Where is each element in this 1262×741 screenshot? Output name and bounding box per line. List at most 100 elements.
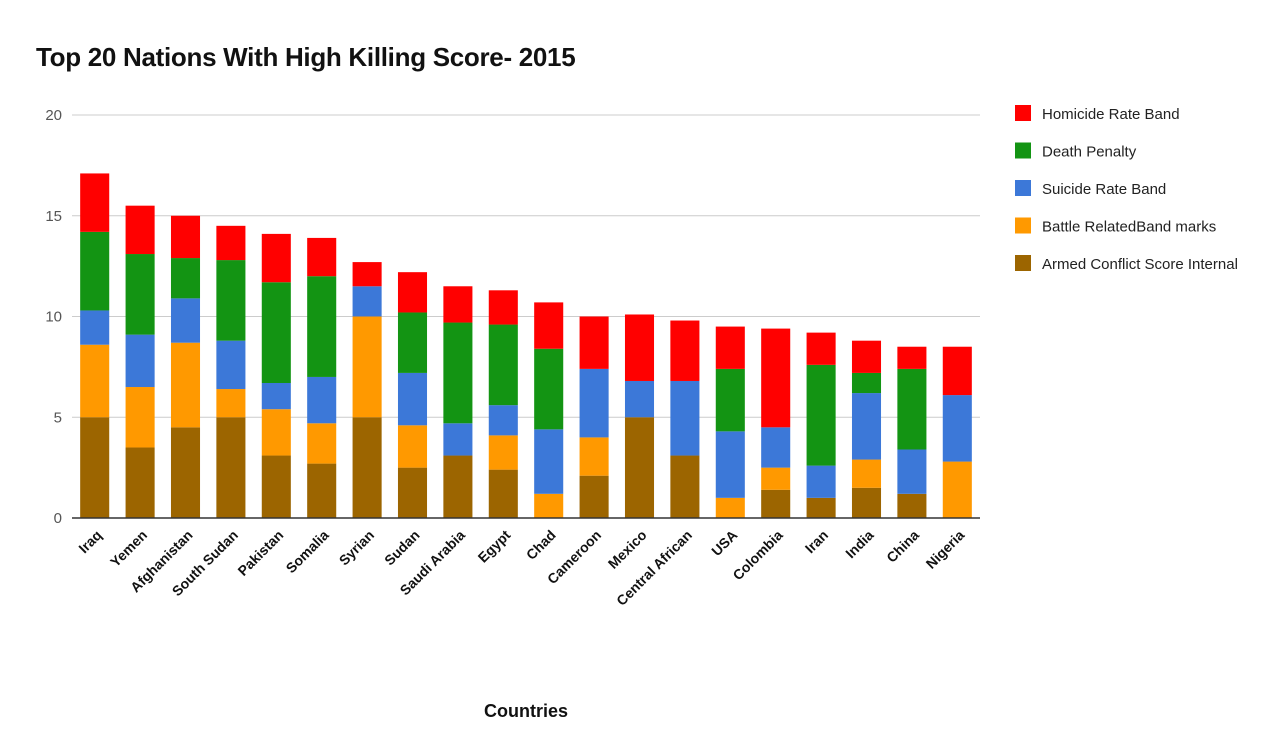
bar-segment: [125, 334, 155, 388]
bar-segment: [307, 423, 337, 464]
bar-segment: [624, 417, 655, 518]
bar-segment: [851, 372, 882, 394]
bar-segment: [170, 342, 201, 428]
bar-segment: [670, 380, 700, 456]
bar-segment: [534, 302, 564, 349]
bar-segment: [261, 282, 291, 383]
legend: Homicide Rate Band Death Penalty Suicide R…: [1015, 105, 1238, 273]
legend-swatch: [1015, 217, 1031, 234]
legend-item: Suicide Rate Band: [1015, 180, 1166, 198]
bar-segment: [715, 431, 745, 498]
bar-segment: [624, 380, 655, 418]
bar-segment: [397, 312, 428, 373]
bar-segment: [307, 276, 337, 377]
bar-segment: [216, 340, 246, 390]
legend-swatch: [1015, 255, 1031, 271]
x-tick-label: Pakistan: [234, 527, 286, 579]
bar-segment: [488, 435, 518, 470]
bar-segment: [534, 348, 564, 430]
legend-swatch: [1015, 105, 1031, 121]
bar-segment: [488, 324, 518, 406]
bar-segment: [443, 455, 473, 518]
chart-title: Top 20 Nations With High Killing Score- …: [36, 42, 576, 72]
bar-segment: [80, 310, 110, 345]
x-tick-label: Syrian: [336, 527, 378, 569]
y-tick-label: 20: [45, 107, 62, 124]
bar-segment: [125, 387, 155, 448]
bar-segment: [443, 286, 473, 323]
legend-label: Suicide Rate Band: [1042, 181, 1166, 198]
bar-segment: [80, 344, 110, 418]
bar-segment: [624, 314, 655, 381]
bar-segment: [488, 290, 518, 325]
bar-segment: [307, 237, 337, 277]
x-tick-label: Somalia: [283, 527, 332, 576]
bar-segment: [170, 427, 201, 518]
bar-segment: [761, 328, 791, 428]
bar-segment: [942, 461, 972, 518]
legend-label: Homicide Rate Band: [1042, 106, 1180, 123]
x-axis-label: Countries: [484, 701, 568, 721]
bar-segment: [897, 449, 927, 494]
x-tick-label: Colombia: [729, 527, 786, 584]
bar-segment: [897, 368, 927, 450]
x-tick-label: USA: [708, 527, 740, 559]
bar-segment: [897, 346, 927, 369]
bar-segment: [761, 489, 791, 518]
y-tick-label: 0: [54, 510, 62, 527]
x-tick-label: Iran: [802, 527, 831, 556]
y-axis-ticks: 0 5 10 15 20: [45, 107, 62, 527]
bar-segment: [670, 320, 700, 381]
bar-segment: [761, 427, 791, 468]
bar-segment: [579, 475, 609, 518]
y-tick-label: 10: [45, 309, 62, 326]
x-tick-label: China: [883, 527, 922, 566]
bar-segment: [261, 455, 291, 518]
bar-segment: [806, 364, 836, 466]
bar-segment: [80, 231, 110, 311]
bar-segment: [397, 425, 428, 468]
legend-swatch: [1015, 142, 1031, 159]
x-tick-label: India: [842, 527, 877, 562]
legend-item: Homicide Rate Band: [1015, 105, 1180, 123]
y-tick-label: 15: [45, 208, 62, 225]
x-tick-label: Egypt: [475, 527, 514, 566]
bar-segment: [80, 417, 110, 518]
bar-segment: [851, 393, 882, 460]
legend-item: Armed Conflict Score Internal: [1015, 255, 1238, 273]
x-tick-label: Mexico: [605, 527, 650, 572]
bar-segment: [806, 465, 836, 498]
bar-segment: [307, 463, 337, 518]
x-tick-label: Yemen: [107, 527, 150, 570]
bar-segment: [125, 447, 155, 518]
bar-segment: [125, 205, 155, 255]
bar-segment: [806, 497, 836, 518]
x-tick-label: Chad: [523, 527, 559, 563]
bar-segment: [761, 467, 791, 490]
bar-segment: [579, 437, 609, 476]
bar-segment: [125, 254, 155, 335]
bar-segment: [216, 417, 246, 518]
bar-segment: [352, 286, 382, 317]
bar-segment: [170, 258, 201, 299]
bar-segment: [443, 322, 473, 424]
bar-segment: [216, 389, 246, 418]
bar-segment: [80, 173, 110, 232]
bar-segment: [670, 455, 700, 518]
gridlines: [72, 114, 980, 418]
bar-segment: [488, 469, 518, 518]
legend-label: Armed Conflict Score Internal: [1042, 256, 1238, 273]
bar-segment: [261, 233, 291, 283]
legend-swatch: [1015, 180, 1031, 196]
bar-segment: [715, 497, 745, 518]
bar-segment: [488, 405, 518, 436]
x-tick-label: Sudan: [381, 527, 423, 569]
legend-item: Battle RelatedBand marks: [1015, 217, 1216, 236]
legend-label: Death Penalty: [1042, 144, 1137, 161]
bar-segment: [170, 298, 201, 343]
bar-segment: [851, 487, 882, 518]
bar-segment: [307, 376, 337, 424]
bar-segment: [851, 340, 882, 373]
